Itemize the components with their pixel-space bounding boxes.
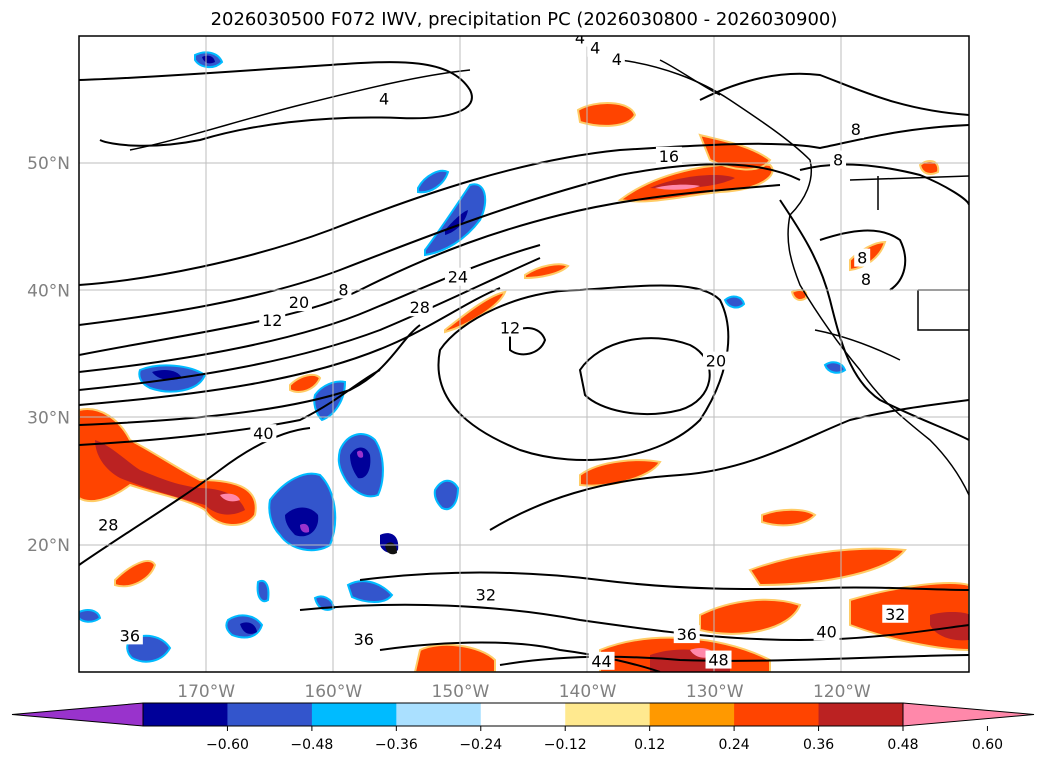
contour-label: 16: [659, 147, 679, 166]
contour-label: 4: [379, 90, 389, 109]
contour-label-bg: [702, 351, 729, 370]
contour-label-bg: [285, 293, 312, 312]
precip-negative-areas: [79, 51, 847, 663]
y-tick-label: 40°N: [27, 281, 70, 301]
colorbar-segment: [396, 703, 482, 726]
contour-label-bg: [705, 650, 732, 669]
colorbar-tick-label: 0.48: [887, 737, 918, 753]
contour-label: 24: [448, 268, 468, 287]
contour-label: 40: [253, 424, 273, 443]
contour-label-bg: [335, 280, 352, 299]
contour-label-bg: [588, 651, 615, 670]
contour-label-bg: [497, 318, 524, 337]
contour-label-bg: [444, 267, 471, 286]
contour-label-bg: [858, 270, 875, 289]
y-axis-ticks: 50°N 40°N 30°N 20°N: [27, 154, 70, 556]
x-tick-label: 160°W: [304, 682, 362, 702]
contour-label-bg: [830, 150, 847, 169]
colorbar-segment: [649, 703, 735, 726]
colorbar-segment: [227, 703, 313, 726]
colorbar-segment: [311, 703, 397, 726]
colorbar-tick-label: −0.24: [459, 737, 502, 753]
contour-label: 20: [289, 293, 309, 312]
contour-label-bg: [813, 622, 840, 641]
colorbar-frame: [142, 702, 904, 727]
colorbar-segment: [734, 703, 820, 726]
graticule: [79, 36, 969, 672]
contour-label-bg: [116, 626, 143, 645]
contour-label-bg: [259, 310, 286, 329]
contour-label: 12: [500, 319, 520, 338]
colorbar-tick-label: 0.24: [719, 737, 750, 753]
contour-label-bg: [587, 38, 604, 57]
x-tick-label: 150°W: [432, 682, 490, 702]
contour-label-bg: [250, 424, 277, 443]
contour-label: 8: [857, 249, 867, 268]
colorbar-tick-label: −0.60: [206, 737, 249, 753]
colorbar: [11, 702, 1035, 727]
x-axis-ticks: 170°W 160°W 150°W 140°W 130°W 120°W: [177, 682, 871, 702]
contour-label: 4: [612, 50, 622, 69]
iwv-contours: [79, 61, 969, 672]
contour-label-bg: [406, 298, 433, 317]
contour-label: 8: [861, 270, 871, 289]
contour-label: 32: [885, 605, 905, 624]
colorbar-tick-label: 0.60: [972, 737, 1003, 753]
colorbar-segment: [480, 703, 566, 726]
colorbar-tick-label: 0.12: [634, 737, 665, 753]
contour-label: 40: [816, 623, 836, 642]
contour-label-bg: [608, 50, 625, 69]
contour-label-bg: [854, 248, 871, 267]
contour-label: 12: [262, 311, 282, 330]
colorbar-tick-label: −0.12: [544, 737, 587, 753]
colorbar-extend-high: [902, 702, 1035, 727]
y-tick-label: 50°N: [27, 154, 70, 174]
contour-label: 36: [120, 626, 140, 645]
colorbar-tick-label: −0.48: [290, 737, 333, 753]
contour-label: 48: [708, 651, 728, 670]
contour-label-bg: [655, 146, 682, 165]
contour-label: 44: [591, 652, 611, 671]
colorbar-tick-label: 0.36: [803, 737, 834, 753]
contour-label: 36: [354, 630, 374, 649]
contour-label-bg: [376, 89, 393, 108]
contour-label: 32: [476, 586, 496, 605]
contour-label-bg: [472, 585, 499, 604]
x-tick-label: 140°W: [559, 682, 617, 702]
contour-label: 36: [677, 625, 697, 644]
contour-label-bg: [95, 515, 122, 534]
x-tick-label: 170°W: [177, 682, 235, 702]
colorbar-segment: [818, 703, 904, 726]
contour-label-bg: [673, 625, 700, 644]
colorbar-ticks: −0.60 −0.48 −0.36 −0.24 −0.12 0.12 0.24 0.36 0.4…: [206, 726, 1003, 753]
contour-label: 8: [851, 120, 861, 139]
colorbar-extend-low: [11, 702, 144, 727]
contour-label-bg: [571, 36, 588, 47]
chart-title: 2026030500 F072 IWV, precipitation PC (2…: [211, 9, 838, 30]
y-tick-label: 20°N: [27, 536, 70, 556]
colorbar-segment: [565, 703, 651, 726]
contour-label: 4: [590, 39, 600, 58]
x-tick-label: 120°W: [813, 682, 871, 702]
contour-label-bg: [882, 604, 909, 623]
contour-label: 28: [98, 516, 118, 535]
y-tick-label: 30°N: [27, 409, 70, 429]
contour-label: 4: [575, 29, 585, 48]
contour-label-bg: [350, 630, 377, 649]
colorbar-tick-label: −0.36: [375, 737, 418, 753]
colorbar-segment: [143, 703, 228, 726]
coastlines: [129, 59, 969, 496]
contour-label: 8: [833, 151, 843, 170]
contour-label: 20: [706, 352, 726, 371]
map-frame: [78, 35, 970, 673]
contour-label: 28: [410, 298, 430, 317]
contour-label-bg: [847, 120, 864, 139]
x-tick-label: 130°W: [686, 682, 744, 702]
contour-label: 8: [338, 280, 348, 299]
